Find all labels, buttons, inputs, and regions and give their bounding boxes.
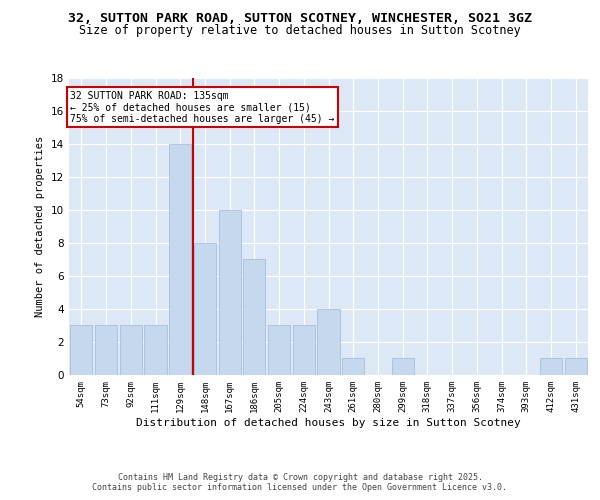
Bar [243, 260, 265, 375]
Bar [194, 243, 216, 375]
Bar [293, 326, 315, 375]
Bar [119, 326, 142, 375]
Text: Contains HM Land Registry data © Crown copyright and database right 2025.
Contai: Contains HM Land Registry data © Crown c… [92, 473, 508, 492]
Text: 32 SUTTON PARK ROAD: 135sqm
← 25% of detached houses are smaller (15)
75% of sem: 32 SUTTON PARK ROAD: 135sqm ← 25% of det… [70, 90, 335, 124]
Bar [169, 144, 191, 375]
Bar [392, 358, 414, 375]
Bar [145, 326, 167, 375]
Bar [317, 309, 340, 375]
Y-axis label: Number of detached properties: Number of detached properties [35, 136, 46, 317]
Bar [70, 326, 92, 375]
Bar [218, 210, 241, 375]
Text: 32, SUTTON PARK ROAD, SUTTON SCOTNEY, WINCHESTER, SO21 3GZ: 32, SUTTON PARK ROAD, SUTTON SCOTNEY, WI… [68, 12, 532, 26]
X-axis label: Distribution of detached houses by size in Sutton Scotney: Distribution of detached houses by size … [136, 418, 521, 428]
Text: Size of property relative to detached houses in Sutton Scotney: Size of property relative to detached ho… [79, 24, 521, 37]
Bar [342, 358, 364, 375]
Bar [565, 358, 587, 375]
Bar [540, 358, 562, 375]
Bar [95, 326, 117, 375]
Bar [268, 326, 290, 375]
